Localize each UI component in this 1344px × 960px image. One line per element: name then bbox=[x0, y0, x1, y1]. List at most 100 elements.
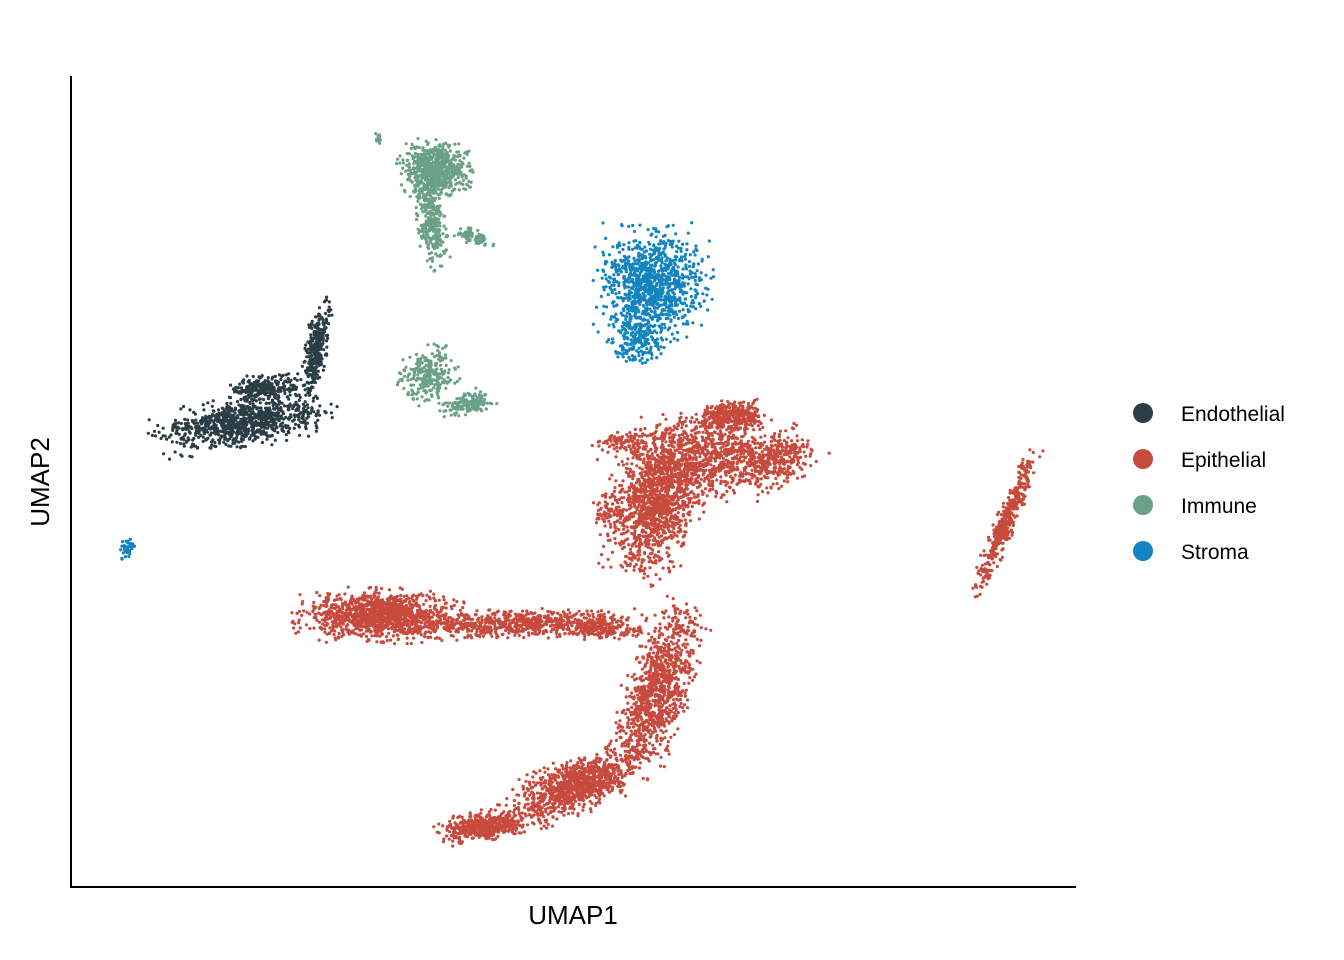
point bbox=[313, 358, 317, 362]
point bbox=[303, 404, 307, 408]
point bbox=[146, 431, 150, 435]
point bbox=[314, 616, 318, 620]
point bbox=[262, 397, 266, 402]
point bbox=[655, 518, 659, 522]
point bbox=[415, 604, 419, 608]
point bbox=[259, 419, 264, 423]
point bbox=[652, 497, 656, 501]
point bbox=[672, 565, 676, 569]
point bbox=[389, 613, 393, 617]
point bbox=[239, 397, 243, 402]
point bbox=[661, 566, 665, 570]
point bbox=[473, 622, 478, 627]
point bbox=[186, 436, 190, 440]
point bbox=[417, 628, 421, 632]
point bbox=[213, 440, 217, 445]
point bbox=[394, 603, 398, 607]
point bbox=[300, 613, 304, 618]
point bbox=[630, 558, 634, 562]
point bbox=[621, 463, 626, 467]
point bbox=[297, 433, 302, 437]
point bbox=[397, 619, 401, 624]
point bbox=[333, 606, 337, 611]
point bbox=[258, 397, 262, 401]
point bbox=[384, 604, 388, 609]
point bbox=[174, 431, 178, 435]
point bbox=[190, 455, 194, 459]
point bbox=[668, 517, 673, 521]
point bbox=[638, 509, 642, 513]
point bbox=[663, 516, 667, 520]
point bbox=[617, 527, 621, 532]
point bbox=[582, 628, 586, 633]
point bbox=[595, 621, 599, 625]
point bbox=[664, 417, 668, 421]
point bbox=[400, 600, 404, 605]
point bbox=[367, 616, 371, 621]
point bbox=[558, 634, 562, 639]
point bbox=[644, 530, 648, 535]
point bbox=[173, 418, 178, 422]
point bbox=[627, 503, 632, 507]
point bbox=[233, 390, 237, 394]
point bbox=[641, 534, 645, 538]
point bbox=[251, 402, 255, 406]
point bbox=[336, 597, 340, 602]
point bbox=[221, 434, 225, 438]
point bbox=[237, 440, 241, 444]
point bbox=[487, 608, 491, 612]
point bbox=[450, 622, 454, 626]
point bbox=[187, 424, 191, 428]
point bbox=[245, 411, 249, 415]
point bbox=[572, 630, 576, 634]
point bbox=[684, 504, 688, 508]
point bbox=[276, 382, 280, 386]
point bbox=[462, 624, 466, 628]
point bbox=[461, 606, 465, 610]
point bbox=[283, 379, 287, 383]
point bbox=[301, 600, 305, 604]
point bbox=[642, 576, 646, 580]
point bbox=[192, 410, 196, 414]
point bbox=[624, 569, 628, 573]
point bbox=[273, 389, 277, 393]
point bbox=[439, 618, 443, 622]
point bbox=[309, 333, 313, 337]
point bbox=[667, 529, 671, 533]
point bbox=[237, 403, 241, 407]
point bbox=[297, 423, 301, 427]
point bbox=[322, 603, 326, 608]
point bbox=[670, 514, 674, 518]
point bbox=[259, 432, 263, 436]
point bbox=[429, 635, 433, 639]
point bbox=[628, 496, 632, 500]
point bbox=[304, 623, 308, 627]
point bbox=[649, 465, 653, 469]
point bbox=[683, 518, 687, 522]
point bbox=[320, 626, 324, 630]
point bbox=[607, 610, 611, 614]
point bbox=[365, 607, 369, 611]
point bbox=[613, 541, 618, 545]
point bbox=[177, 426, 181, 430]
point bbox=[318, 404, 322, 408]
point bbox=[647, 505, 651, 509]
point bbox=[244, 390, 248, 394]
point bbox=[303, 369, 308, 373]
point bbox=[538, 620, 542, 625]
point bbox=[640, 494, 644, 498]
point bbox=[663, 531, 667, 535]
point bbox=[150, 433, 154, 437]
point bbox=[628, 470, 632, 474]
point bbox=[255, 379, 259, 383]
point bbox=[299, 411, 303, 415]
cluster-endothelial-0 bbox=[146, 389, 339, 461]
point bbox=[317, 355, 321, 359]
point bbox=[570, 624, 574, 628]
point bbox=[638, 533, 642, 537]
point bbox=[230, 422, 234, 427]
point bbox=[411, 605, 415, 609]
point bbox=[268, 424, 272, 428]
point bbox=[647, 542, 651, 546]
point bbox=[337, 631, 341, 636]
